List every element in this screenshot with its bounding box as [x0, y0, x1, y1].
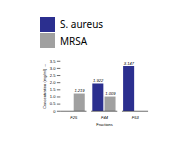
- svg-text:1.922: 1.922: [93, 78, 104, 83]
- svg-text:2.0: 2.0: [50, 80, 56, 85]
- svg-text:3.5: 3.5: [50, 59, 56, 64]
- svg-text:3.147: 3.147: [124, 61, 135, 66]
- svg-text:0.5: 0.5: [50, 101, 56, 106]
- svg-text:2.5: 2.5: [50, 73, 56, 78]
- svg-text:F53: F53: [132, 115, 140, 120]
- svg-text:1.5: 1.5: [50, 87, 56, 92]
- html-text:MRSA: MRSA: [60, 33, 88, 48]
- svg-text:Fractions: Fractions: [96, 122, 113, 127]
- html-text:S. aureus: S. aureus: [60, 17, 104, 32]
- svg-text:1.219: 1.219: [74, 88, 85, 93]
- svg-text:F25: F25: [70, 115, 78, 120]
- svg-text:0: 0: [53, 109, 56, 114]
- svg-text:F44: F44: [101, 115, 109, 120]
- svg-text:Concentration (mg/ml) →: Concentration (mg/ml) →: [42, 64, 47, 109]
- svg-text:3.0: 3.0: [50, 66, 56, 71]
- svg-text:1.0: 1.0: [50, 94, 56, 99]
- svg-text:1.009: 1.009: [105, 91, 116, 96]
